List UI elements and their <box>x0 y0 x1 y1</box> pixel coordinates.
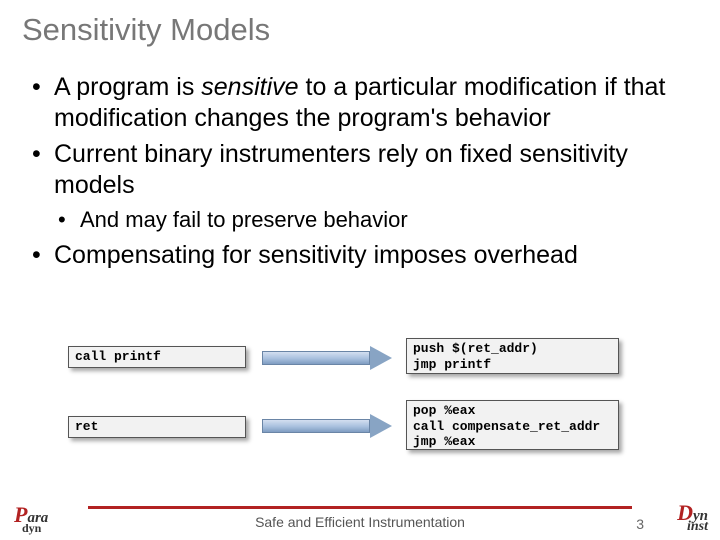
bullet-2-text: Current binary instrumenters rely on fix… <box>54 140 628 199</box>
slide-title: Sensitivity Models <box>0 0 720 48</box>
diagram-area: call printf ret push $(ret_addr) jmp pri… <box>0 338 720 478</box>
slide-body: A program is sensitive to a particular m… <box>0 48 720 270</box>
dyninst-logo: Dyn inst <box>677 503 708 534</box>
code-box-call: call printf <box>68 346 246 368</box>
bullet-1: A program is sensitive to a particular m… <box>28 72 692 133</box>
slide-footer: Safe and Efficient Instrumentation 3 Par… <box>0 492 720 540</box>
code-box-ret: ret <box>68 416 246 438</box>
bullet-1-pre: A program is <box>54 73 201 101</box>
page-number: 3 <box>636 516 644 532</box>
code-box-pop: pop %eax call compensate_ret_addr jmp %e… <box>406 400 619 450</box>
bullet-2: Current binary instrumenters rely on fix… <box>28 139 692 234</box>
code-box-push: push $(ret_addr) jmp printf <box>406 338 619 374</box>
bullet-2-1: And may fail to preserve behavior <box>54 206 692 234</box>
footer-caption: Safe and Efficient Instrumentation <box>0 514 720 530</box>
bullet-3: Compensating for sensitivity imposes ove… <box>28 240 692 271</box>
bullet-1-em: sensitive <box>201 73 298 101</box>
footer-divider <box>88 506 632 509</box>
paradyn-logo: Para dyn <box>14 505 48 534</box>
arrow-right-icon <box>262 416 392 438</box>
arrow-right-icon <box>262 348 392 370</box>
